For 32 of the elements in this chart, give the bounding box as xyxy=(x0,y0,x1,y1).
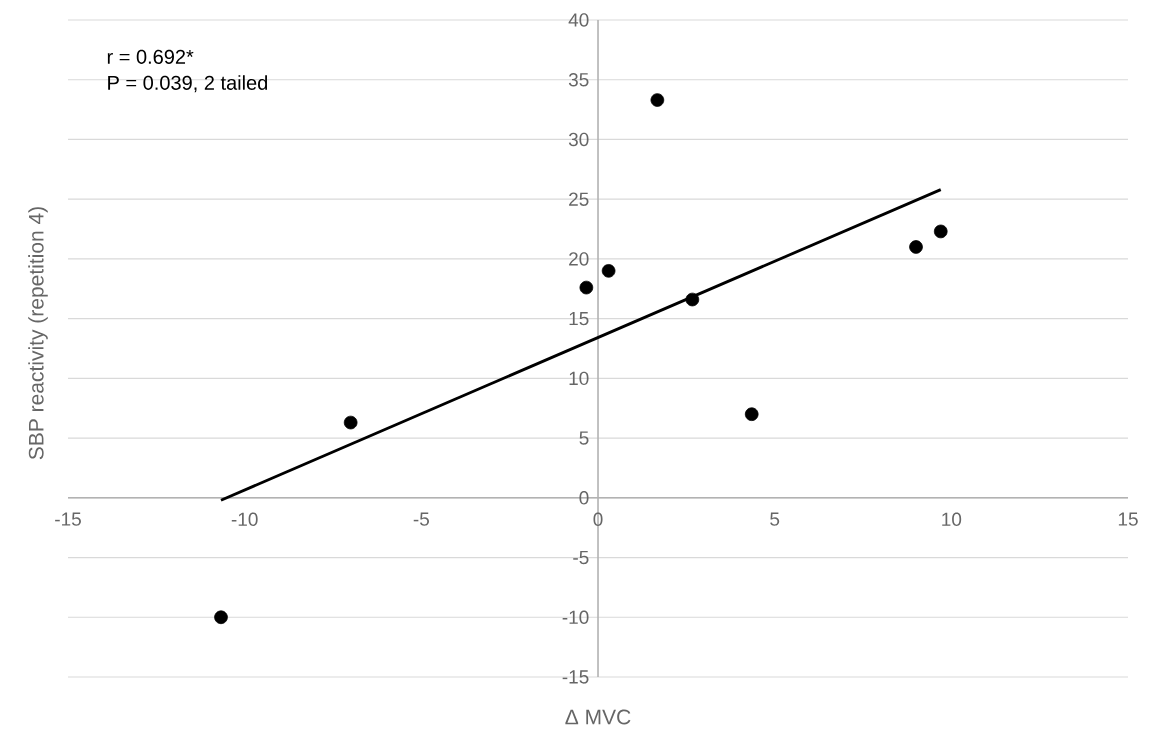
y-tick-label: 5 xyxy=(579,431,589,445)
y-axis-title: SBP reactivity (repetition 4) xyxy=(28,207,48,460)
point xyxy=(214,610,228,625)
x-tick-label: -15 xyxy=(55,512,81,526)
x-tick-label: 10 xyxy=(942,512,962,527)
y-tick-label: 10 xyxy=(569,371,589,386)
y-tick-label: 15 xyxy=(569,312,589,326)
y-tick-label: 30 xyxy=(568,132,589,147)
point xyxy=(343,415,358,430)
point xyxy=(685,292,700,307)
point xyxy=(909,240,923,254)
point xyxy=(933,224,948,239)
x-tick-label: -5 xyxy=(413,512,430,526)
y-tick-label: 40 xyxy=(568,13,589,27)
x-tick-label: 5 xyxy=(770,512,780,526)
y-tick-label: 20 xyxy=(569,252,589,266)
x-tick-label: 15 xyxy=(1118,512,1138,526)
x-tick-label: -10 xyxy=(231,512,258,527)
y-tick-label: 25 xyxy=(569,192,589,206)
y-tick-label: -5 xyxy=(573,550,589,565)
point xyxy=(579,280,594,295)
y-tick-label: 35 xyxy=(568,73,589,87)
point xyxy=(744,407,759,421)
y-tick-label: 0 xyxy=(579,491,589,505)
point xyxy=(601,264,616,278)
y-tick-label: -15 xyxy=(562,670,589,684)
x-axis-title: Δ MVC xyxy=(565,709,631,725)
x-tick-label: 0 xyxy=(593,512,603,527)
annotation: r = 0.692* xyxy=(107,49,194,64)
annotation: P = 0.039, 2 tailed xyxy=(108,75,268,93)
point xyxy=(650,93,665,107)
y-tick-label: -10 xyxy=(562,610,589,624)
